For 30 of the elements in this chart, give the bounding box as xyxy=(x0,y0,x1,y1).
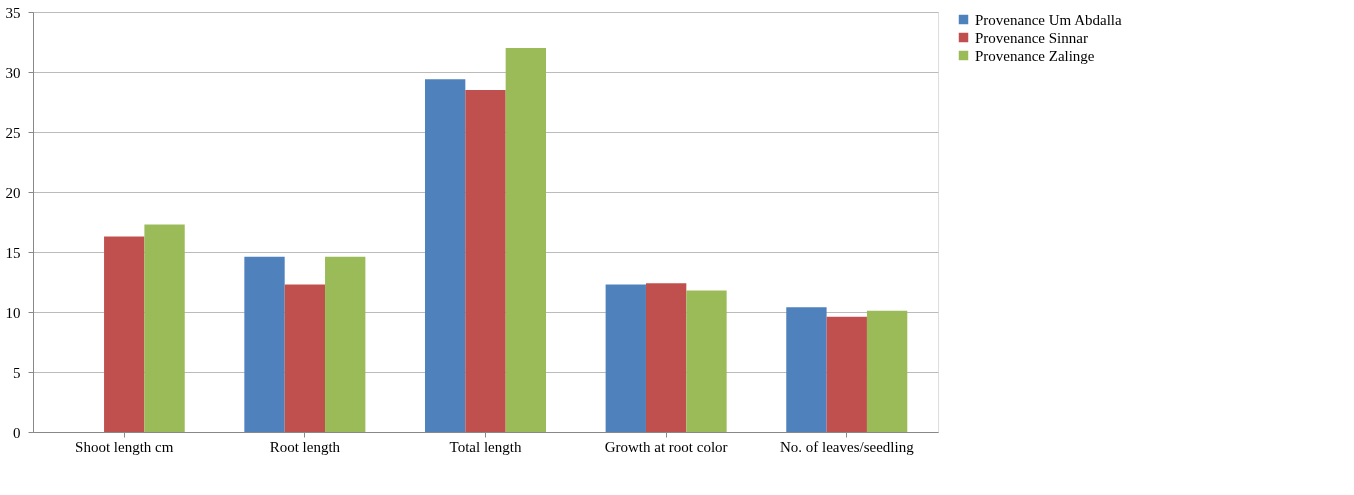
bar xyxy=(424,79,466,432)
bar xyxy=(505,48,547,432)
bar xyxy=(686,290,727,432)
x-tick-label: Root length xyxy=(269,438,341,455)
legend-label: Provenance Um Abdalla xyxy=(975,11,1122,28)
bar xyxy=(786,307,827,432)
y-tick-label: 25 xyxy=(5,124,21,141)
bar xyxy=(826,316,867,432)
y-tick-label: 20 xyxy=(5,184,21,201)
bar xyxy=(605,284,646,432)
bar xyxy=(104,236,145,432)
legend-label: Provenance Zalinge xyxy=(975,47,1095,64)
y-tick-label: 15 xyxy=(5,244,21,261)
y-tick-label: 5 xyxy=(13,364,21,381)
x-tick-label: Shoot length cm xyxy=(75,438,174,455)
x-tick-label: Total length xyxy=(449,438,522,455)
y-tick-label: 0 xyxy=(13,424,21,441)
bar xyxy=(144,224,185,432)
bar xyxy=(645,283,687,432)
bar xyxy=(866,310,908,432)
x-tick-label: No. of leaves/seedling xyxy=(779,438,915,455)
y-tick-label: 35 xyxy=(5,4,21,21)
x-tick-label: Growth at root color xyxy=(604,438,728,455)
bar xyxy=(325,256,366,432)
y-tick-label: 30 xyxy=(5,64,21,81)
y-tick-label: 10 xyxy=(5,304,21,321)
bar xyxy=(465,90,506,432)
bar xyxy=(284,284,326,432)
bar xyxy=(244,256,285,432)
legend-label: Provenance Sinnar xyxy=(975,29,1088,46)
